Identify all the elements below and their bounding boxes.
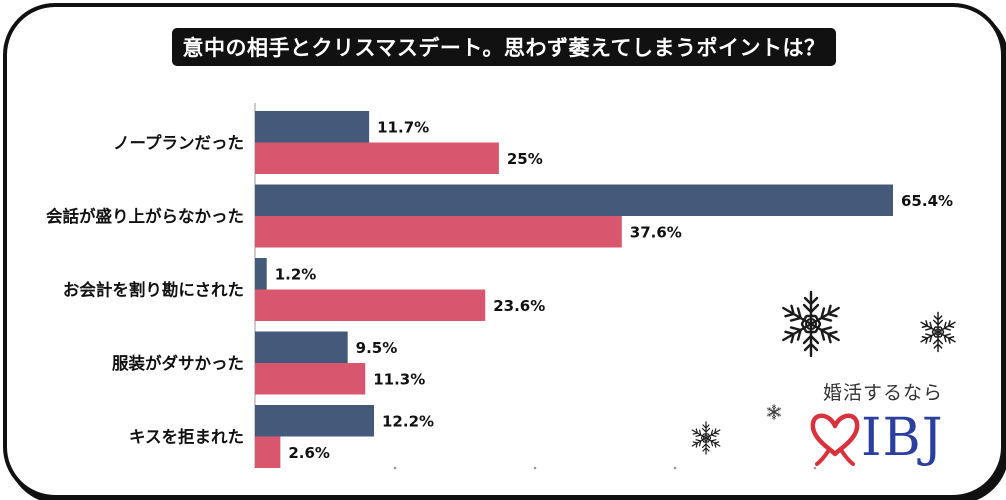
data-label: 23.6% — [493, 297, 545, 315]
bar-series1 — [255, 405, 375, 437]
data-label: 9.5% — [356, 339, 398, 357]
axis-tick-dot — [673, 466, 677, 470]
category-label: キスを拒まれた — [129, 427, 244, 447]
snowflake-large-icon — [782, 290, 840, 358]
data-label: 1.2% — [275, 265, 317, 283]
logo-wordmark: IBJ — [861, 408, 944, 468]
bar-series1 — [255, 184, 893, 216]
data-label: 37.6% — [630, 223, 682, 241]
data-label: 65.4% — [901, 192, 953, 210]
snowflake-medium-icon — [920, 311, 956, 353]
bar-series1 — [255, 331, 348, 363]
axis-tick-dot — [813, 466, 817, 470]
category-label: お会計を割り勘にされた — [63, 280, 244, 300]
logo-tagline: 婚活するなら — [823, 382, 944, 404]
bar-series2 — [255, 142, 499, 174]
category-label: 会話が盛り上がらなかった — [46, 206, 244, 226]
data-label: 11.3% — [373, 370, 425, 388]
category-label: 服装がダサかった — [112, 353, 244, 373]
data-label: 25% — [507, 150, 543, 168]
category-label: ノープランだった — [113, 133, 244, 153]
chart-title: 意中の相手とクリスマスデート。思わず萎えてしまうポイントは？ — [182, 36, 826, 60]
bar-series2 — [255, 363, 366, 395]
bar-series1 — [255, 258, 267, 290]
snowflake-tiny-icon — [766, 403, 782, 421]
data-label: 2.6% — [288, 444, 330, 462]
heart-ribbon-icon — [810, 413, 860, 466]
title-banner: 意中の相手とクリスマスデート。思わず萎えてしまうポイントは？ — [172, 28, 836, 66]
bar-series2 — [255, 436, 281, 468]
logo-mark: IBJ — [805, 406, 955, 470]
bar-series2 — [255, 216, 622, 248]
axis-tick-dot — [393, 466, 397, 470]
ibj-logo: 婚活するなら IBJ — [805, 378, 955, 473]
data-label: 11.7% — [377, 118, 429, 136]
bar-series2 — [255, 289, 486, 321]
chart-frame — [3, 3, 1005, 499]
data-label: 12.2% — [382, 412, 434, 430]
bar-series1 — [255, 111, 370, 143]
snowflake-small-icon — [691, 421, 721, 455]
axis-tick-dot — [533, 466, 537, 470]
